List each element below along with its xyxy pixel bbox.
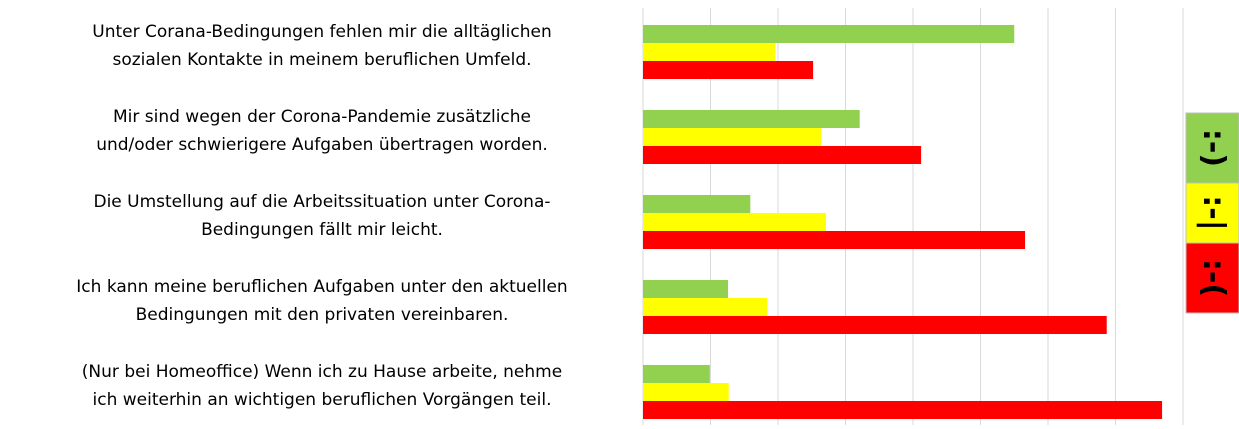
bar [643, 298, 768, 316]
bar [643, 25, 1015, 43]
bar [643, 213, 826, 231]
bar [643, 110, 860, 128]
category-label: Mir sind wegen der Corona-Pandemie zusät… [113, 107, 531, 127]
bar [643, 365, 710, 383]
bar [643, 195, 751, 213]
bar [643, 383, 729, 401]
category-label: Bedingungen fällt mir leicht. [201, 220, 443, 240]
category-label: und/oder schwierigere Aufgaben übertrage… [96, 135, 548, 155]
category-label: ich weiterhin an wichtigen beruflichen V… [93, 390, 552, 410]
bar [643, 401, 1163, 419]
bar [643, 280, 729, 298]
bar [643, 146, 922, 164]
category-label: (Nur bei Homeoffice) Wenn ich zu Hause a… [82, 362, 562, 382]
category-label: Ich kann meine beruflichen Aufgaben unte… [76, 277, 567, 297]
category-label: Die Umstellung auf die Arbeitssituation … [93, 192, 550, 212]
legend-label: :-| [1196, 195, 1231, 230]
legend-label: :-) [1196, 129, 1231, 167]
bar [643, 128, 822, 146]
bar [643, 231, 1026, 249]
bar [643, 43, 776, 61]
bar [643, 61, 814, 79]
category-label: Bedingungen mit den privaten vereinbaren… [136, 305, 509, 325]
bar [643, 316, 1107, 334]
legend-label: :-( [1196, 259, 1231, 297]
category-label: sozialen Kontakte in meinem beruflichen … [112, 50, 531, 70]
legend-swatch [1185, 182, 1239, 244]
legend-swatch [1185, 242, 1239, 314]
category-label: Unter Corana-Bedingungen fehlen mir die … [92, 22, 551, 42]
